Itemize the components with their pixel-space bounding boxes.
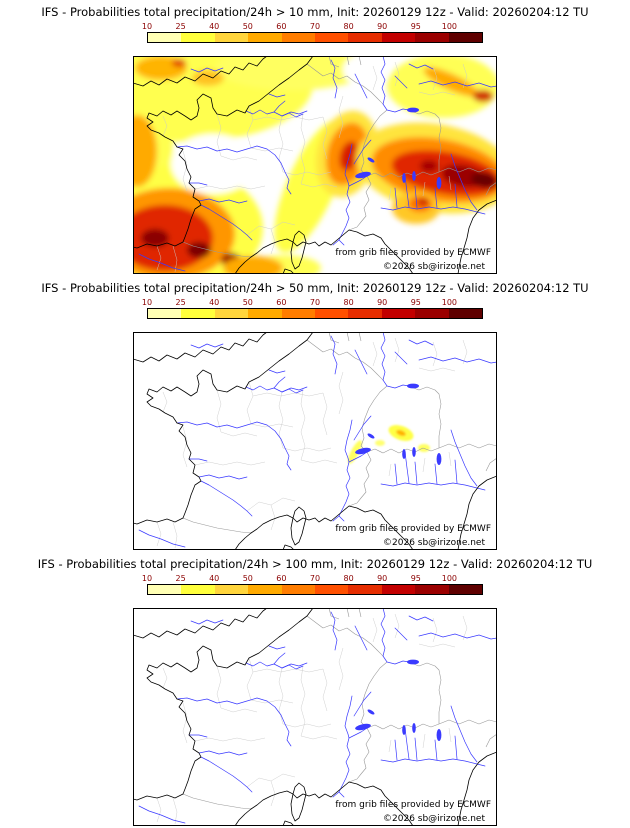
copyright: ©2026 sb@irizone.net xyxy=(383,538,485,548)
precip-overlay-10mm xyxy=(133,56,497,274)
colorbar-segment xyxy=(181,33,215,42)
panel-title-50mm: IFS - Probabilities total precipitation/… xyxy=(41,281,589,295)
colorbar-tick-40: 40 xyxy=(209,298,220,307)
colorbar-tick-50: 50 xyxy=(242,298,253,307)
colorbar-tick-labels: 10 25 40 50 60 70 80 90 95 100 xyxy=(142,298,483,308)
colorbar-tick-95: 95 xyxy=(410,298,421,307)
colorbar-tick-70: 70 xyxy=(309,298,321,307)
colorbar-tick-100: 100 xyxy=(441,298,458,307)
colorbar-segment xyxy=(248,309,282,318)
colorbar-tick-40: 40 xyxy=(209,22,220,31)
colorbar-tick-90: 90 xyxy=(377,298,388,307)
colorbar-10mm: 10 25 40 50 60 70 80 90 95 100 xyxy=(142,22,483,43)
colorbar-segment xyxy=(348,309,382,318)
colorbar-segment xyxy=(148,309,182,318)
colorbar-segment xyxy=(315,585,349,594)
colorbar-segment xyxy=(348,585,382,594)
colorbar-tick-10: 10 xyxy=(141,574,153,583)
copyright: ©2026 sb@irizone.net xyxy=(383,814,485,824)
ecmwf-credit: from grib files provided by ECMWF xyxy=(335,524,491,534)
colorbar-tick-50: 50 xyxy=(242,574,253,583)
panel-50mm: IFS - Probabilities total precipitation/… xyxy=(0,276,630,552)
colorbar-tick-80: 80 xyxy=(343,574,354,583)
colorbar-segment xyxy=(281,33,316,42)
precip-map-50mm: from grib files provided by ECMWF ©2026 … xyxy=(133,332,497,550)
colorbar-tick-60: 60 xyxy=(276,298,287,307)
colorbar-segment xyxy=(315,33,349,42)
colorbar-tick-95: 95 xyxy=(410,574,421,583)
panel-title-10mm: IFS - Probabilities total precipitation/… xyxy=(41,5,589,19)
colorbar-tick-70: 70 xyxy=(309,22,321,31)
colorbar-segment xyxy=(148,585,182,594)
colorbar-segment xyxy=(448,33,483,42)
colorbar-segment xyxy=(448,585,483,594)
colorbar-gradient xyxy=(147,308,483,319)
colorbar-segment xyxy=(315,309,349,318)
colorbar-tick-90: 90 xyxy=(377,574,388,583)
panel-10mm: IFS - Probabilities total precipitation/… xyxy=(0,0,630,276)
colorbar-segment xyxy=(381,33,416,42)
colorbar-segment xyxy=(214,33,249,42)
colorbar-100mm: 10 25 40 50 60 70 80 90 95 100 xyxy=(142,574,483,595)
map-frame xyxy=(133,56,497,274)
colorbar-segment xyxy=(415,33,449,42)
colorbar-segment xyxy=(381,309,416,318)
colorbar-tick-labels: 10 25 40 50 60 70 80 90 95 100 xyxy=(142,574,483,584)
colorbar-tick-100: 100 xyxy=(441,574,458,583)
colorbar-tick-80: 80 xyxy=(343,298,354,307)
colorbar-tick-labels: 10 25 40 50 60 70 80 90 95 100 xyxy=(142,22,483,32)
colorbar-segment xyxy=(214,309,249,318)
colorbar-50mm: 10 25 40 50 60 70 80 90 95 100 xyxy=(142,298,483,319)
panel-100mm: IFS - Probabilities total precipitation/… xyxy=(0,552,630,828)
panel-title-100mm: IFS - Probabilities total precipitation/… xyxy=(37,557,593,571)
colorbar-segment xyxy=(415,309,449,318)
colorbar-tick-60: 60 xyxy=(276,574,287,583)
colorbar-gradient xyxy=(147,32,483,43)
colorbar-tick-25: 25 xyxy=(175,298,186,307)
map-frame xyxy=(133,608,497,826)
map-frame xyxy=(133,332,497,550)
colorbar-tick-90: 90 xyxy=(377,22,388,31)
colorbar-tick-25: 25 xyxy=(175,574,186,583)
colorbar-segment xyxy=(448,309,483,318)
colorbar-tick-95: 95 xyxy=(410,22,421,31)
colorbar-tick-10: 10 xyxy=(141,298,153,307)
colorbar-tick-80: 80 xyxy=(343,22,354,31)
colorbar-tick-70: 70 xyxy=(309,574,321,583)
copyright: ©2026 sb@irizone.net xyxy=(383,262,485,272)
colorbar-segment xyxy=(281,309,316,318)
colorbar-segment xyxy=(181,309,215,318)
colorbar-tick-40: 40 xyxy=(209,574,220,583)
colorbar-segment xyxy=(148,33,182,42)
colorbar-segment xyxy=(281,585,316,594)
colorbar-segment xyxy=(248,33,282,42)
ecmwf-credit: from grib files provided by ECMWF xyxy=(335,248,491,258)
precip-map-100mm: from grib files provided by ECMWF ©2026 … xyxy=(133,608,497,826)
colorbar-tick-25: 25 xyxy=(175,22,186,31)
colorbar-segment xyxy=(381,585,416,594)
colorbar-segment xyxy=(214,585,249,594)
colorbar-tick-50: 50 xyxy=(242,22,253,31)
colorbar-gradient xyxy=(147,584,483,595)
colorbar-segment xyxy=(415,585,449,594)
colorbar-tick-10: 10 xyxy=(141,22,153,31)
colorbar-tick-100: 100 xyxy=(441,22,458,31)
colorbar-segment xyxy=(181,585,215,594)
colorbar-tick-60: 60 xyxy=(276,22,287,31)
precip-overlay-50mm xyxy=(347,425,430,464)
colorbar-segment xyxy=(248,585,282,594)
ecmwf-credit: from grib files provided by ECMWF xyxy=(335,800,491,810)
colorbar-segment xyxy=(348,33,382,42)
precip-map-10mm: from grib files provided by ECMWF ©2026 … xyxy=(133,56,497,274)
